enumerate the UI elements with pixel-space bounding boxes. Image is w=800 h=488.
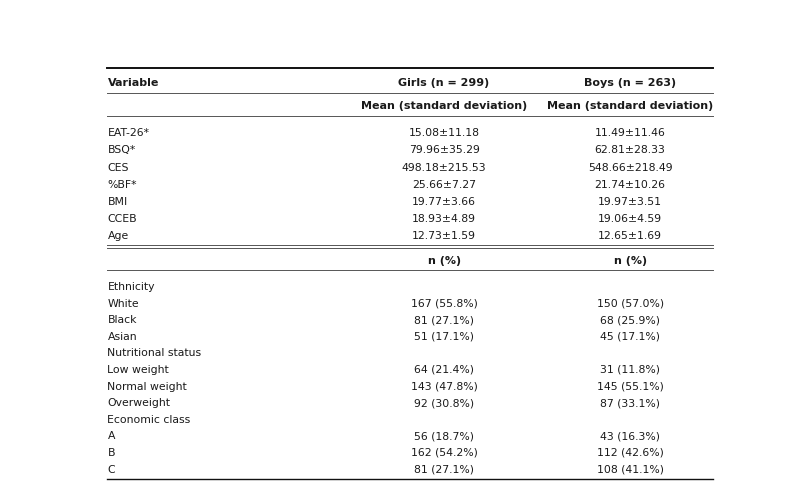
Text: BSQ*: BSQ* (107, 145, 136, 155)
Text: 12.73±1.59: 12.73±1.59 (412, 231, 476, 241)
Text: 548.66±218.49: 548.66±218.49 (588, 163, 673, 173)
Text: %BF*: %BF* (107, 180, 137, 190)
Text: B: B (107, 448, 115, 458)
Text: 31 (11.8%): 31 (11.8%) (600, 365, 660, 375)
Text: Black: Black (107, 315, 137, 325)
Text: BMI: BMI (107, 197, 128, 207)
Text: 81 (27.1%): 81 (27.1%) (414, 315, 474, 325)
Text: 15.08±11.18: 15.08±11.18 (409, 128, 480, 138)
Text: 18.93±4.89: 18.93±4.89 (412, 214, 476, 224)
Text: Mean (standard deviation): Mean (standard deviation) (547, 101, 714, 111)
Text: Girls (n = 299): Girls (n = 299) (398, 78, 490, 88)
Text: 167 (55.8%): 167 (55.8%) (410, 299, 478, 308)
Text: 150 (57.0%): 150 (57.0%) (597, 299, 664, 308)
Text: 64 (21.4%): 64 (21.4%) (414, 365, 474, 375)
Text: 45 (17.1%): 45 (17.1%) (600, 332, 660, 342)
Text: Variable: Variable (107, 78, 159, 88)
Text: 92 (30.8%): 92 (30.8%) (414, 398, 474, 408)
Text: White: White (107, 299, 139, 308)
Text: Overweight: Overweight (107, 398, 170, 408)
Text: 11.49±11.46: 11.49±11.46 (594, 128, 666, 138)
Text: CES: CES (107, 163, 129, 173)
Text: 12.65±1.69: 12.65±1.69 (598, 231, 662, 241)
Text: 19.97±3.51: 19.97±3.51 (598, 197, 662, 207)
Text: Normal weight: Normal weight (107, 382, 187, 391)
Text: 19.06±4.59: 19.06±4.59 (598, 214, 662, 224)
Text: 112 (42.6%): 112 (42.6%) (597, 448, 663, 458)
Text: 498.18±215.53: 498.18±215.53 (402, 163, 486, 173)
Text: 43 (16.3%): 43 (16.3%) (600, 431, 660, 441)
Text: 79.96±35.29: 79.96±35.29 (409, 145, 479, 155)
Text: 81 (27.1%): 81 (27.1%) (414, 465, 474, 474)
Text: 108 (41.1%): 108 (41.1%) (597, 465, 664, 474)
Text: A: A (107, 431, 115, 441)
Text: 56 (18.7%): 56 (18.7%) (414, 431, 474, 441)
Text: 162 (54.2%): 162 (54.2%) (410, 448, 478, 458)
Text: n (%): n (%) (614, 256, 646, 266)
Text: Nutritional status: Nutritional status (107, 348, 202, 358)
Text: 87 (33.1%): 87 (33.1%) (600, 398, 660, 408)
Text: Low weight: Low weight (107, 365, 169, 375)
Text: 68 (25.9%): 68 (25.9%) (600, 315, 660, 325)
Text: 143 (47.8%): 143 (47.8%) (410, 382, 478, 391)
Text: 21.74±10.26: 21.74±10.26 (594, 180, 666, 190)
Text: 51 (17.1%): 51 (17.1%) (414, 332, 474, 342)
Text: 25.66±7.27: 25.66±7.27 (412, 180, 476, 190)
Text: EAT-26*: EAT-26* (107, 128, 150, 138)
Text: Asian: Asian (107, 332, 137, 342)
Text: 145 (55.1%): 145 (55.1%) (597, 382, 663, 391)
Text: n (%): n (%) (427, 256, 461, 266)
Text: Ethnicity: Ethnicity (107, 282, 155, 292)
Text: 62.81±28.33: 62.81±28.33 (594, 145, 666, 155)
Text: CCEB: CCEB (107, 214, 137, 224)
Text: Economic class: Economic class (107, 415, 190, 425)
Text: Mean (standard deviation): Mean (standard deviation) (361, 101, 527, 111)
Text: Age: Age (107, 231, 129, 241)
Text: Boys (n = 263): Boys (n = 263) (584, 78, 676, 88)
Text: 19.77±3.66: 19.77±3.66 (412, 197, 476, 207)
Text: C: C (107, 465, 115, 474)
